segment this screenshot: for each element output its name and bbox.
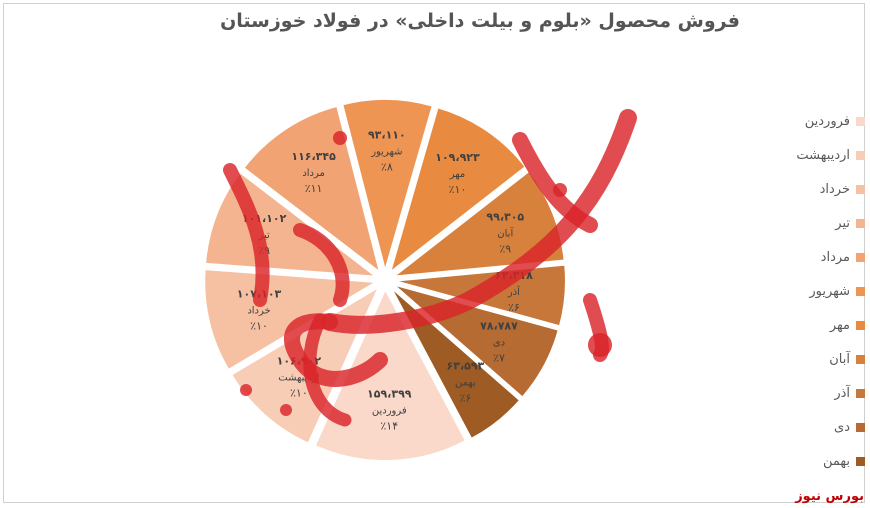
legend-label: مهر [829, 317, 850, 333]
legend-swatch [856, 354, 865, 364]
legend-item-7: مهر [770, 308, 865, 342]
slice-value-label-3: ۱۰۷،۱۰۳ [237, 288, 282, 301]
legend-item-1: فروردین [770, 104, 865, 138]
legend-swatch [856, 184, 865, 194]
legend-label: آبان [829, 351, 850, 367]
legend-label: اردیبهشت [796, 147, 850, 163]
slice-value-label-2: ۱۰۶،۹۰۲ [277, 355, 322, 368]
slice-percent-label-9: ٪۶ [508, 301, 520, 314]
legend-label: دی [834, 419, 850, 435]
legend-label: شهریور [809, 283, 850, 299]
legend-item-9: آذر [770, 376, 865, 410]
slice-percent-label-6: ٪۸ [381, 161, 393, 174]
legend-swatch [856, 422, 865, 432]
slice-value-label-8: ۹۹،۳۰۵ [486, 210, 524, 223]
legend-swatch [856, 456, 865, 466]
chart-title: فروش محصول «بلوم و بیلت داخلی» در فولاد … [220, 10, 740, 32]
legend-swatch [856, 388, 865, 398]
brand-logo-text: بورس نیوز [795, 489, 864, 504]
legend-item-8: آبان [770, 342, 865, 376]
slice-category-label-8: آبان [497, 226, 514, 239]
legend-item-11: بهمن [770, 444, 865, 478]
legend-item-6: شهریور [770, 274, 865, 308]
slice-percent-label-3: ٪۱۰ [250, 320, 268, 333]
legend-label: فروردین [804, 113, 850, 129]
legend-label: مرداد [820, 249, 850, 265]
slice-category-label-11: بهمن [455, 377, 476, 388]
legend-swatch [856, 320, 865, 330]
legend-label: خرداد [819, 181, 850, 197]
slice-category-label-3: خرداد [247, 306, 270, 317]
slice-category-label-6: شهریور [370, 147, 402, 158]
slice-value-label-10: ۷۸،۷۸۷ [480, 319, 518, 332]
slice-value-label-9: ۶۳،۳۱۸ [495, 269, 533, 282]
legend-swatch [856, 116, 865, 126]
legend-swatch [856, 218, 865, 228]
legend-item-5: مرداد [770, 240, 865, 274]
slice-percent-label-4: ٪۹ [258, 244, 270, 257]
slice-category-label-10: دی [493, 337, 505, 348]
slice-percent-label-5: ٪۱۱ [305, 182, 323, 195]
legend-label: بهمن [822, 453, 850, 469]
slice-value-label-4: ۱۰۱،۱۰۲ [242, 212, 287, 225]
legend-label: تیر [835, 215, 850, 231]
slice-percent-label-1: ٪۱۴ [380, 419, 398, 432]
legend-swatch [856, 286, 865, 296]
pie-slice-1 [313, 286, 468, 462]
slice-category-label-5: مرداد [302, 168, 325, 179]
slice-value-label-11: ۶۳،۵۹۳ [447, 359, 485, 372]
legend-item-10: دی [770, 410, 865, 444]
slice-category-label-1: فروردین [372, 405, 407, 416]
slice-percent-label-7: ٪۱۰ [449, 183, 467, 196]
legend-swatch [856, 252, 865, 262]
slice-category-label-9: آذر [507, 285, 521, 298]
slice-percent-label-11: ٪۶ [459, 391, 471, 404]
legend-item-3: خرداد [770, 172, 865, 206]
chart-legend: فروردین اردیبهشت خرداد تیر مرداد شهریور مهر آبا… [770, 104, 865, 478]
legend-item-4: تیر [770, 206, 865, 240]
slice-percent-label-2: ٪۱۰ [290, 387, 308, 400]
slice-category-label-2: اردیبهشت [278, 373, 319, 384]
slice-value-label-1: ۱۵۹،۳۹۹ [367, 387, 412, 400]
slice-value-label-7: ۱۰۹،۹۲۳ [435, 151, 480, 164]
slice-percent-label-10: ٪۷ [493, 351, 505, 364]
slice-value-label-6: ۹۳،۱۱۰ [368, 129, 406, 142]
slice-category-label-7: مهر [449, 169, 465, 180]
slice-value-label-5: ۱۱۶،۳۴۵ [291, 150, 336, 163]
legend-swatch [856, 150, 865, 160]
slice-category-label-4: تیر [257, 230, 270, 241]
legend-item-2: اردیبهشت [770, 138, 865, 172]
slice-percent-label-8: ٪۹ [499, 242, 511, 255]
legend-label: آذر [834, 385, 850, 401]
